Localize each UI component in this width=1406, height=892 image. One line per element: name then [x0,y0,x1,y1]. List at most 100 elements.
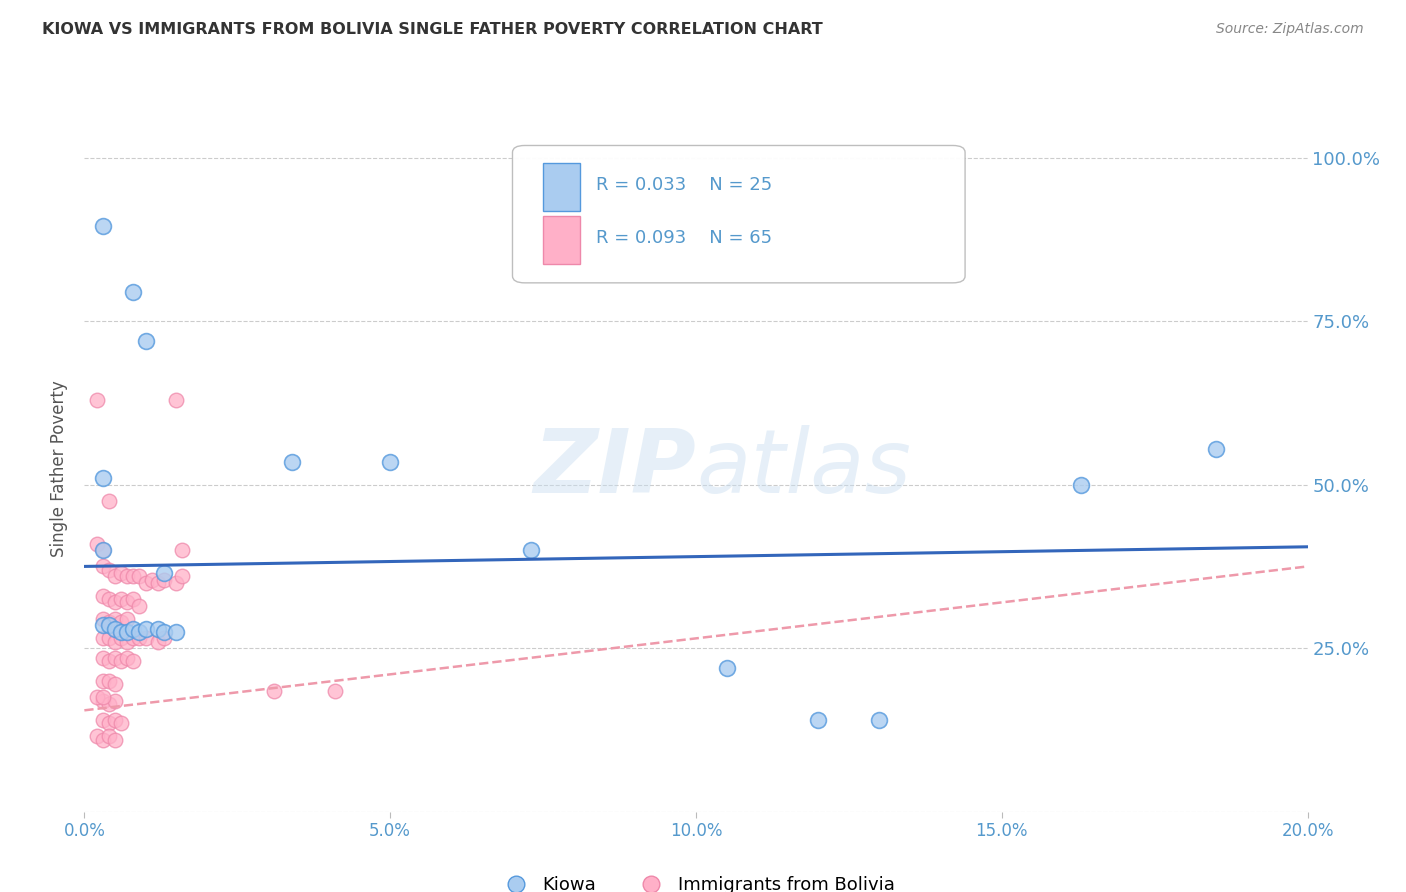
Text: R = 0.033    N = 25: R = 0.033 N = 25 [596,177,772,194]
Point [91,471,114,485]
Point [97,654,120,668]
Point [91,651,114,665]
Point [115,612,138,626]
Point [97,697,120,711]
Point [97,716,120,731]
Point [146,634,169,648]
Point [110,566,132,580]
Point [104,612,127,626]
Point [172,569,194,583]
Point [141,573,163,587]
Point [86,690,108,705]
Point [104,693,127,707]
Point [172,543,194,558]
Point [97,494,120,508]
Text: KIOWA VS IMMIGRANTS FROM BOLIVIA SINGLE FATHER POVERTY CORRELATION CHART: KIOWA VS IMMIGRANTS FROM BOLIVIA SINGLE … [42,22,823,37]
Point [153,624,176,639]
Bar [543,216,579,264]
Point [97,615,120,629]
Point [122,632,145,646]
Point [128,599,150,613]
Text: R = 0.093    N = 65: R = 0.093 N = 65 [596,229,772,247]
Point [128,624,150,639]
Point [110,592,132,607]
Point [97,673,120,688]
Point [135,575,157,590]
Text: Source: ZipAtlas.com: Source: ZipAtlas.com [1216,22,1364,37]
Point [520,543,543,558]
Point [104,677,127,691]
Point [135,622,157,636]
Point [104,651,127,665]
Point [104,713,127,727]
Point [104,569,127,583]
Point [135,334,157,348]
Bar [543,162,579,211]
Point [91,219,114,234]
Point [91,732,114,747]
Point [165,624,187,639]
Point [115,595,138,609]
Point [122,569,145,583]
Point [128,632,150,646]
Point [153,566,176,580]
Point [323,683,346,698]
Point [91,690,114,705]
Point [91,559,114,574]
Point [91,543,114,558]
Point [110,632,132,646]
Point [110,654,132,668]
Point [91,543,114,558]
Point [1205,442,1227,456]
Legend: Kiowa, Immigrants from Bolivia: Kiowa, Immigrants from Bolivia [491,869,901,892]
Point [146,575,169,590]
Point [104,622,127,636]
Point [91,632,114,646]
Point [91,673,114,688]
Point [91,589,114,603]
Point [165,575,187,590]
Point [807,713,830,727]
Point [128,569,150,583]
Point [263,683,285,698]
Point [110,624,132,639]
Point [122,285,145,299]
Point [135,632,157,646]
Point [104,595,127,609]
Text: ZIP: ZIP [533,425,696,512]
Point [97,592,120,607]
Point [110,716,132,731]
Point [1070,477,1092,491]
FancyBboxPatch shape [513,145,965,283]
Point [869,713,891,727]
Point [153,573,176,587]
Point [91,693,114,707]
Point [110,615,132,629]
Point [97,730,120,744]
Point [122,654,145,668]
Point [153,632,176,646]
Point [115,569,138,583]
Point [86,536,108,550]
Point [104,634,127,648]
Text: atlas: atlas [696,425,911,511]
Point [86,392,108,407]
Point [97,632,120,646]
Point [91,713,114,727]
Point [115,651,138,665]
Point [146,622,169,636]
Point [91,612,114,626]
Y-axis label: Single Father Poverty: Single Father Poverty [51,380,69,557]
Point [115,634,138,648]
Point [165,392,187,407]
Point [380,455,402,469]
Point [104,732,127,747]
Point [97,563,120,577]
Point [122,592,145,607]
Point [91,618,114,632]
Point [122,622,145,636]
Point [97,618,120,632]
Point [115,624,138,639]
Point [281,455,304,469]
Point [86,730,108,744]
